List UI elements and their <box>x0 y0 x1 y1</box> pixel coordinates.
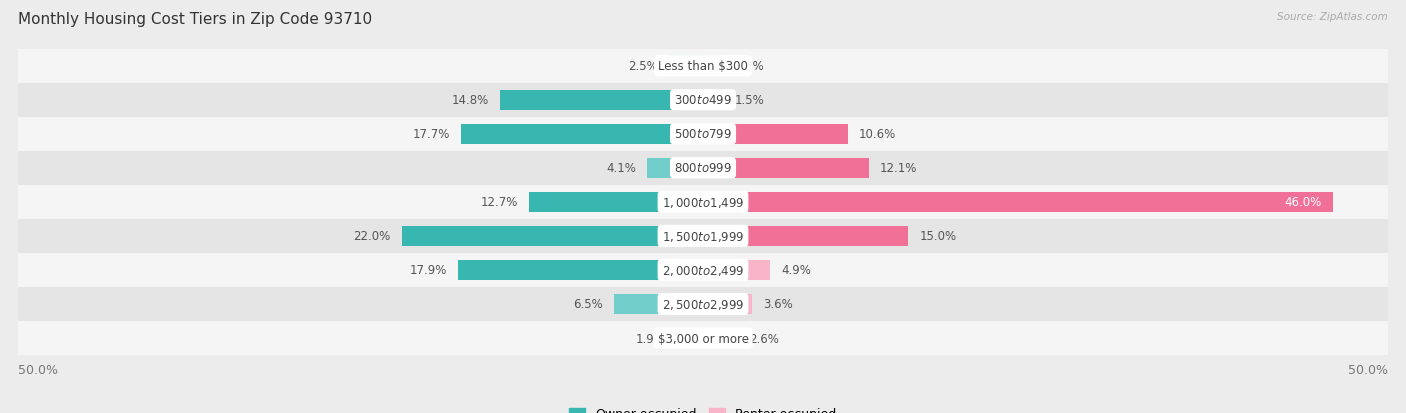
Text: $800 to $999: $800 to $999 <box>673 162 733 175</box>
Text: 22.0%: 22.0% <box>353 230 391 243</box>
Bar <box>703 90 724 111</box>
Text: 15.0%: 15.0% <box>920 230 956 243</box>
Bar <box>18 219 1388 253</box>
Text: 17.9%: 17.9% <box>409 264 447 277</box>
Text: 6.5%: 6.5% <box>574 298 603 311</box>
Text: $1,500 to $1,999: $1,500 to $1,999 <box>662 229 744 243</box>
Text: 1.9%: 1.9% <box>636 332 666 345</box>
Bar <box>458 260 703 280</box>
Bar <box>676 328 703 349</box>
Bar <box>703 294 752 314</box>
Bar <box>461 124 703 145</box>
Bar <box>402 226 703 247</box>
Bar <box>18 152 1388 185</box>
Bar <box>669 56 703 77</box>
Text: 4.9%: 4.9% <box>782 264 811 277</box>
Text: 12.1%: 12.1% <box>880 162 917 175</box>
Bar <box>703 158 869 178</box>
Bar <box>501 90 703 111</box>
Text: $3,000 or more: $3,000 or more <box>658 332 748 345</box>
Bar <box>18 321 1388 355</box>
Bar <box>614 294 703 314</box>
Text: 14.8%: 14.8% <box>453 94 489 107</box>
Text: 50.0%: 50.0% <box>18 363 58 375</box>
Bar <box>18 185 1388 219</box>
Text: 12.7%: 12.7% <box>481 196 519 209</box>
Text: 2.5%: 2.5% <box>628 60 658 73</box>
Bar <box>703 328 738 349</box>
Text: 1.5%: 1.5% <box>734 60 765 73</box>
Text: $2,500 to $2,999: $2,500 to $2,999 <box>662 297 744 311</box>
Bar <box>703 226 908 247</box>
Text: $1,000 to $1,499: $1,000 to $1,499 <box>662 195 744 209</box>
Bar <box>703 56 724 77</box>
Bar <box>647 158 703 178</box>
Text: 4.1%: 4.1% <box>606 162 636 175</box>
Legend: Owner-occupied, Renter-occupied: Owner-occupied, Renter-occupied <box>564 402 842 413</box>
Text: 50.0%: 50.0% <box>1348 363 1388 375</box>
Bar <box>18 117 1388 152</box>
Text: $300 to $499: $300 to $499 <box>673 94 733 107</box>
Bar <box>18 287 1388 321</box>
Text: 2.6%: 2.6% <box>749 332 779 345</box>
Text: Source: ZipAtlas.com: Source: ZipAtlas.com <box>1277 12 1388 22</box>
Text: 17.7%: 17.7% <box>412 128 450 141</box>
Text: 1.5%: 1.5% <box>734 94 765 107</box>
Bar <box>703 124 848 145</box>
Bar <box>703 260 770 280</box>
Text: $500 to $799: $500 to $799 <box>673 128 733 141</box>
Bar <box>703 192 1333 213</box>
Text: Less than $300: Less than $300 <box>658 60 748 73</box>
Bar <box>529 192 703 213</box>
Text: 46.0%: 46.0% <box>1285 196 1322 209</box>
Text: $2,000 to $2,499: $2,000 to $2,499 <box>662 263 744 277</box>
Text: 10.6%: 10.6% <box>859 128 897 141</box>
Bar <box>18 83 1388 117</box>
Text: Monthly Housing Cost Tiers in Zip Code 93710: Monthly Housing Cost Tiers in Zip Code 9… <box>18 12 373 27</box>
Bar <box>18 50 1388 83</box>
Text: 3.6%: 3.6% <box>763 298 793 311</box>
Bar <box>18 253 1388 287</box>
